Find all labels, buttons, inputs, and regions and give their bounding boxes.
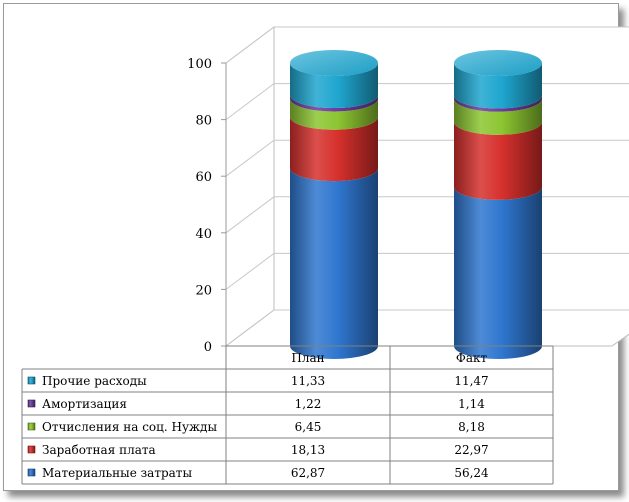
data-value-label: 1,14 <box>458 397 485 411</box>
bar-segment <box>454 121 542 200</box>
legend-swatch <box>27 399 36 408</box>
data-value-label: 18,13 <box>291 443 325 457</box>
legend-label: Отчисления на соц. Нужды <box>42 420 217 434</box>
bar-segment <box>290 95 378 112</box>
bar-segment <box>290 168 378 359</box>
legend-swatch <box>27 445 36 454</box>
y-tick-label: 100 <box>187 57 212 72</box>
data-value-label: 11,47 <box>454 374 488 388</box>
side-wall <box>225 26 275 347</box>
y-tick-label: 0 <box>204 340 212 355</box>
legend-label: Прочие расходы <box>42 374 147 388</box>
floor <box>224 309 629 347</box>
data-value-label: 62,87 <box>291 466 325 480</box>
bar-top-cap <box>454 50 542 76</box>
data-value-label: 8,18 <box>458 420 485 434</box>
bar-segment <box>290 98 378 130</box>
bar-segment <box>454 98 542 135</box>
x-category-label: Факт <box>456 351 488 365</box>
y-tick-label: 60 <box>195 170 212 185</box>
data-value-label: 22,97 <box>454 443 488 457</box>
x-category-label: План <box>291 351 324 365</box>
legend-label: Амортизация <box>42 397 127 411</box>
legend-label: Заработная плата <box>42 443 156 457</box>
legend-label: Материальные затраты <box>42 466 192 480</box>
legend-swatch <box>27 422 36 431</box>
y-tick-label: 80 <box>195 114 212 129</box>
legend-swatch <box>27 376 36 385</box>
y-tick-label: 20 <box>195 283 212 298</box>
y-tick-label: 40 <box>195 227 212 242</box>
bar-segment <box>454 95 542 112</box>
bar-stack-0 <box>290 50 378 359</box>
bar-segment <box>454 186 542 359</box>
bar-segment <box>290 116 378 182</box>
bar-segment <box>290 63 378 109</box>
data-value-label: 1,22 <box>295 397 322 411</box>
data-value-label: 6,45 <box>295 420 322 434</box>
data-table: План Факт Прочие расходы 11,33 11,47 Амортиза… <box>21 345 554 485</box>
bar-stack-1 <box>454 50 542 359</box>
bar-segment <box>454 63 542 109</box>
legend-swatch <box>27 468 36 477</box>
data-value-label: 11,33 <box>291 374 325 388</box>
data-value-label: 56,24 <box>454 466 489 480</box>
gridline <box>225 26 629 64</box>
bar-top-cap <box>290 50 378 76</box>
